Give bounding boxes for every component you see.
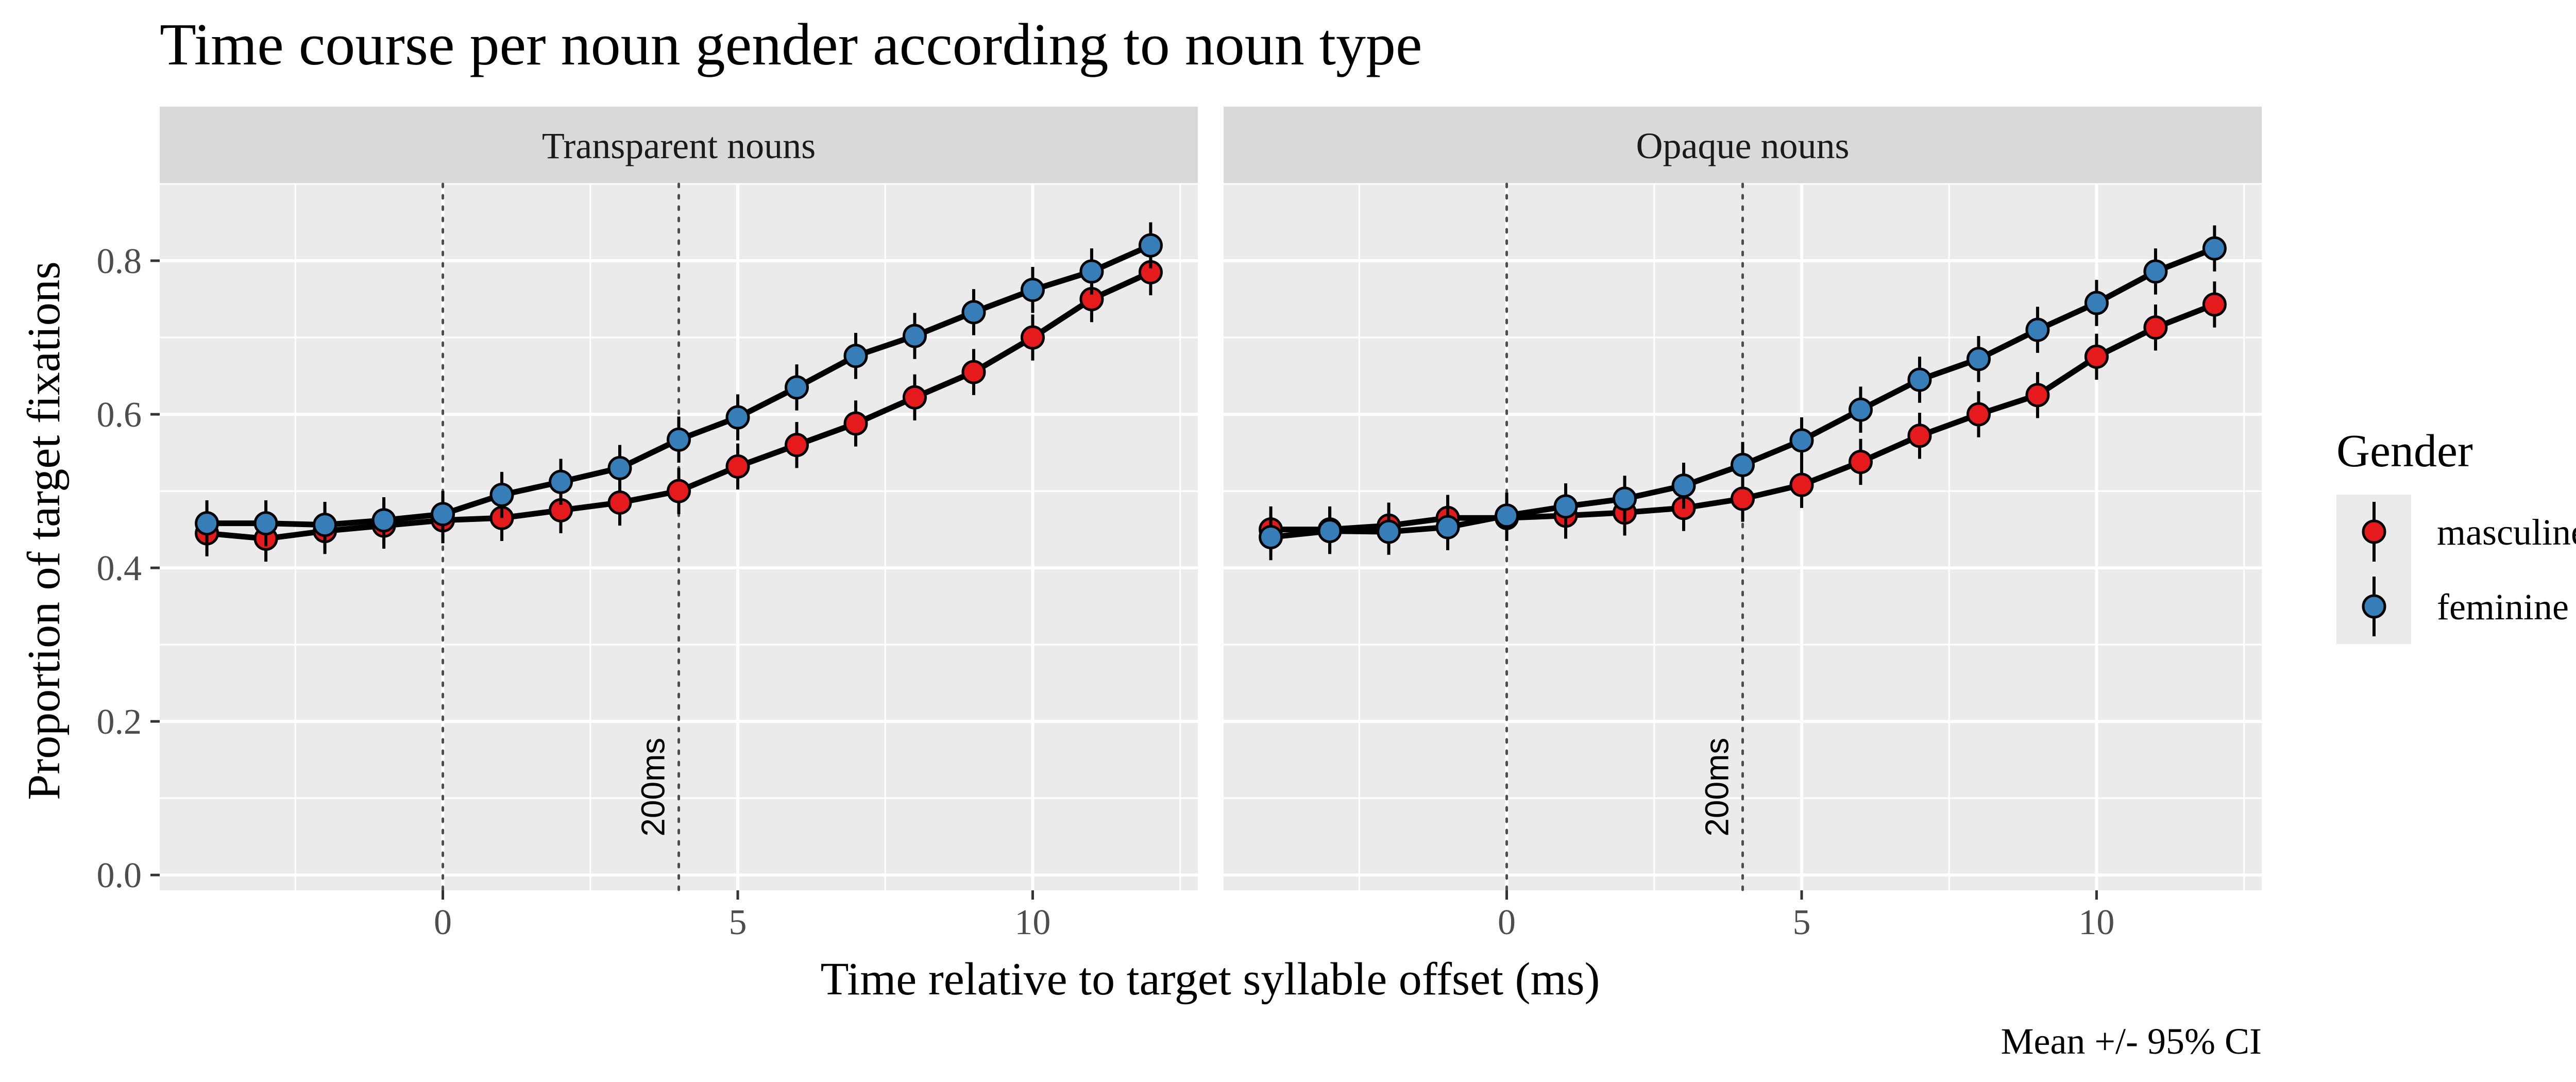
data-point: [313, 513, 337, 537]
data-point: [195, 511, 219, 536]
data-point: [961, 360, 986, 384]
chart-title: Time course per noun gender according to…: [160, 12, 1422, 78]
data-point: [489, 483, 514, 508]
data-point: [1495, 503, 1519, 528]
data-point: [961, 300, 986, 325]
data-point: [1435, 515, 1460, 539]
y-axis-tick-label: 0.2: [97, 702, 142, 742]
data-point: [725, 405, 750, 430]
y-axis-tick-label: 0.0: [97, 856, 142, 895]
x-axis-title: Time relative to target syllable offset …: [820, 954, 1600, 1005]
panels: Transparent nouns 200ms 0 5 10 0.0 0.2 0.4 0.6 0.…: [97, 107, 2262, 942]
x-axis-tick-label: 5: [1792, 903, 1810, 942]
y-axis-tick-label: 0.4: [97, 549, 142, 588]
data-point: [1907, 367, 1932, 392]
data-point: [667, 479, 691, 503]
facet-strip: [160, 107, 1198, 184]
data-point: [1079, 259, 1104, 284]
data-point: [843, 411, 868, 436]
data-point: [725, 454, 750, 479]
data-point: [431, 502, 455, 527]
facet-strip-label: Transparent nouns: [542, 125, 816, 166]
data-point: [1671, 474, 1696, 498]
x-axis-tick-label: 0: [1498, 903, 1516, 942]
data-point: [607, 490, 632, 515]
data-point: [2202, 236, 2227, 261]
data-point: [667, 427, 691, 452]
data-point: [2025, 317, 2050, 342]
legend-title: Gender: [2336, 426, 2473, 477]
reference-line-label: 200ms: [635, 738, 672, 837]
reference-line-label: 200ms: [1699, 738, 1736, 837]
data-point: [1020, 325, 1045, 350]
facet-strip-label: Opaque nouns: [1636, 125, 1850, 166]
data-point: [1377, 519, 1401, 544]
x-axis-tick-label: 0: [434, 903, 452, 942]
legend-label: masculine: [2437, 512, 2576, 553]
data-point: [902, 385, 927, 410]
data-point: [1613, 486, 1637, 511]
data-point: [2084, 291, 2109, 315]
data-point: [1848, 397, 1873, 422]
facet-panel: Transparent nouns 200ms 0 5 10 0.0 0.2 0.4 0.6 0.…: [97, 107, 1198, 942]
data-point: [1553, 494, 1578, 519]
x-axis-tick-label: 10: [2078, 903, 2114, 942]
legend-key-point: [2362, 594, 2386, 619]
legend: Gender masculine feminine: [2336, 426, 2576, 644]
x-axis-tick-label: 5: [728, 903, 747, 942]
data-point: [1138, 233, 1163, 258]
y-axis-tick-label: 0.8: [97, 242, 142, 281]
x-axis-tick-label: 10: [1014, 903, 1050, 942]
data-point: [1259, 525, 1283, 549]
facet-panel: Opaque nouns 200ms 0 5 10: [1224, 107, 2262, 942]
y-axis-tick-label: 0.6: [97, 395, 142, 435]
data-point: [371, 508, 396, 533]
data-point: [1317, 519, 1342, 544]
data-point: [253, 511, 278, 536]
data-series: [1259, 225, 2227, 561]
data-point: [843, 344, 868, 368]
data-point: [2084, 344, 2109, 369]
data-point: [1966, 402, 1991, 427]
data-point: [784, 433, 809, 458]
data-point: [1907, 424, 1932, 448]
data-point: [2025, 383, 2050, 408]
y-axis-title: Proportion of target fixations: [19, 261, 70, 800]
data-point: [902, 324, 927, 348]
data-series: [195, 222, 1163, 548]
data-point: [1731, 452, 1755, 477]
chart-caption: Mean +/- 95% CI: [2001, 1021, 2262, 1062]
data-point: [1020, 278, 1045, 302]
data-point: [784, 375, 809, 400]
legend-key-point: [2362, 519, 2386, 544]
data-point: [2143, 315, 2168, 340]
data-point: [607, 455, 632, 480]
data-point: [549, 469, 573, 494]
data-point: [1966, 347, 1991, 371]
data-point: [2143, 259, 2168, 284]
data-point: [1789, 472, 1814, 497]
data-point: [1848, 449, 1873, 474]
data-point: [2202, 292, 2227, 317]
data-point: [1789, 428, 1814, 453]
legend-label: feminine: [2437, 586, 2569, 628]
data-point: [1731, 486, 1755, 511]
facet-strip: [1224, 107, 2262, 184]
